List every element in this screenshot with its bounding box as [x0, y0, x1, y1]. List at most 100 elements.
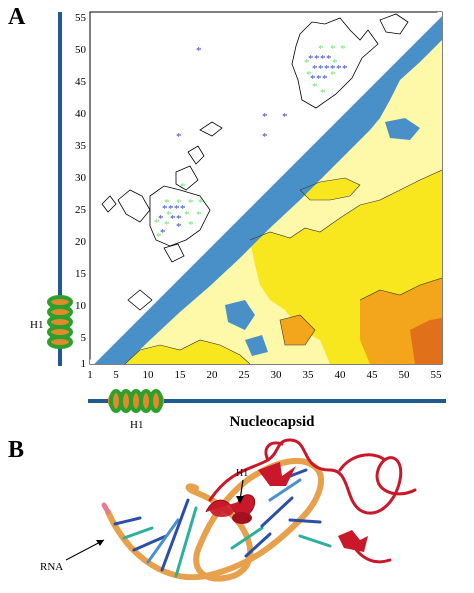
helix-label-bottom: H1 [130, 419, 143, 431]
svg-text:*: * [156, 231, 162, 243]
svg-text:*: * [318, 63, 324, 75]
blue-region-3 [245, 335, 268, 356]
svg-text:*: * [188, 197, 194, 209]
svg-text:*: * [180, 181, 186, 193]
x-tick-50: 50 [399, 369, 411, 381]
y-tick-50: 50 [75, 44, 87, 56]
contact-map: * * * * * * * * * * * * * * * * * * * * * * * * * * * *… [89, 11, 443, 365]
y-tick-5: 5 [81, 332, 87, 344]
svg-text:*: * [312, 81, 318, 93]
y-tick-10: 10 [75, 300, 87, 312]
svg-text:*: * [162, 203, 168, 215]
x-tick-40: 40 [335, 369, 347, 381]
y-tick-40: 40 [75, 108, 87, 120]
rna-pointer-line [65, 539, 105, 561]
svg-text:*: * [184, 209, 190, 221]
svg-text:*: * [180, 203, 186, 215]
y-axis-ticks: 1 5 10 15 20 25 30 35 40 45 50 55 [75, 12, 87, 370]
beta-strand-1 [258, 462, 296, 486]
rna-bases [113, 468, 332, 578]
rna-pointer-arrowhead [96, 540, 104, 546]
x-axis-ticks: 1 5 10 15 20 25 30 35 40 45 50 55 [87, 369, 442, 381]
svg-text:*: * [262, 111, 268, 123]
structure-diagram: H1 RNA [40, 438, 417, 582]
svg-text:*: * [168, 203, 174, 215]
y-tick-25: 25 [75, 204, 87, 216]
x-axis-title: Nucleocapsid [229, 414, 315, 430]
y-tick-15: 15 [75, 268, 87, 280]
svg-text:*: * [198, 197, 204, 209]
panel-a-label: A [8, 4, 26, 30]
beta-strand-2 [338, 530, 368, 552]
svg-text:*: * [176, 221, 182, 233]
y-tick-35: 35 [75, 140, 87, 152]
svg-text:*: * [322, 73, 328, 85]
svg-text:*: * [330, 43, 336, 55]
y-tick-45: 45 [75, 76, 87, 88]
x-tick-35: 35 [303, 369, 315, 381]
panel-b-label: B [8, 437, 25, 463]
diagonal-line [90, 12, 442, 364]
svg-text:*: * [170, 213, 176, 225]
svg-text:*: * [304, 57, 310, 69]
x-tick-20: 20 [207, 369, 219, 381]
y-tick-1: 1 [81, 358, 87, 370]
svg-text:*: * [324, 63, 330, 75]
protein-helix-icon [205, 494, 256, 524]
green-markers: * * * * * * * * * * * * * * * * * * * * * [154, 43, 346, 243]
svg-text:*: * [326, 53, 332, 65]
svg-text:*: * [342, 63, 348, 75]
svg-text:*: * [174, 203, 180, 215]
helix-pointer-arrowhead [236, 496, 244, 504]
lower-contour-lines [124, 169, 442, 364]
svg-text:*: * [176, 131, 182, 143]
orange-region-2 [280, 315, 315, 345]
svg-text:*: * [332, 57, 338, 69]
svg-text:*: * [320, 87, 326, 99]
svg-text:*: * [164, 219, 170, 231]
svg-text:*: * [188, 219, 194, 231]
helix-label-left: H1 [30, 319, 43, 331]
svg-text:*: * [336, 63, 342, 75]
svg-text:*: * [308, 53, 314, 65]
svg-text:*: * [310, 73, 316, 85]
svg-text:*: * [196, 45, 202, 57]
svg-text:*: * [330, 69, 336, 81]
svg-text:*: * [282, 111, 288, 123]
svg-text:*: * [176, 197, 182, 209]
svg-text:*: * [330, 63, 336, 75]
x-tick-30: 30 [271, 369, 283, 381]
dark-orange-region [410, 318, 442, 364]
rna-label: RNA [40, 561, 63, 573]
svg-text:*: * [312, 63, 318, 75]
svg-text:*: * [320, 53, 326, 65]
contour-lines [101, 13, 409, 311]
left-helix-icon [47, 295, 73, 349]
x-tick-10: 10 [143, 369, 155, 381]
y-tick-30: 30 [75, 172, 87, 184]
svg-text:*: * [314, 53, 320, 65]
svg-text:*: * [176, 213, 182, 225]
x-tick-1: 1 [87, 369, 93, 381]
svg-text:*: * [166, 209, 172, 221]
svg-text:*: * [340, 43, 346, 55]
blue-region-2 [225, 300, 255, 330]
structure-helix-label: H1 [236, 468, 248, 479]
svg-text:*: * [306, 69, 312, 81]
x-tick-15: 15 [175, 369, 187, 381]
svg-text:*: * [196, 209, 202, 221]
svg-text:*: * [316, 73, 322, 85]
x-tick-25: 25 [239, 369, 251, 381]
svg-text:*: * [262, 131, 268, 143]
y-tick-55: 55 [75, 12, 87, 24]
svg-text:*: * [164, 197, 170, 209]
x-tick-55: 55 [431, 369, 443, 381]
svg-text:*: * [318, 43, 324, 55]
blue-region-1 [385, 118, 420, 140]
x-tick-5: 5 [113, 369, 119, 381]
svg-text:*: * [160, 227, 166, 239]
bottom-helix-icon [108, 389, 164, 413]
svg-text:*: * [154, 217, 160, 229]
